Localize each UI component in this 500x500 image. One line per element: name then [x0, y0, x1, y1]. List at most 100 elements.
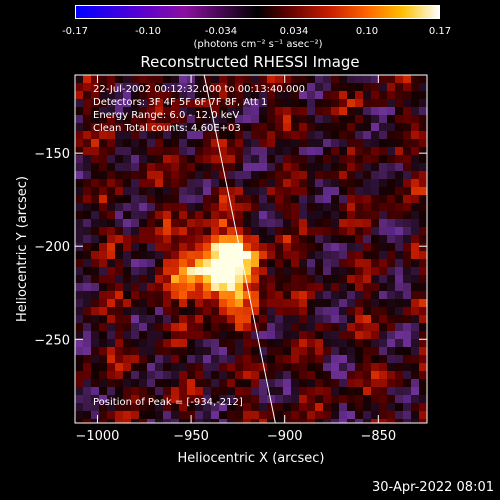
heatmap-cell: [411, 227, 420, 236]
heatmap-cell: [395, 403, 404, 412]
heatmap-cell: [331, 355, 340, 364]
heatmap-cell: [331, 211, 340, 220]
heatmap-cell: [267, 131, 276, 140]
heatmap-cell: [347, 179, 356, 188]
heatmap-cell: [419, 211, 428, 220]
heatmap-cell: [203, 347, 212, 356]
heatmap-cell: [363, 323, 372, 332]
heatmap-cell: [147, 123, 156, 132]
heatmap-cell: [235, 275, 244, 284]
heatmap-cell: [387, 83, 396, 92]
heatmap-cell: [211, 99, 220, 108]
heatmap-cell: [347, 91, 356, 100]
heatmap-cell: [179, 99, 188, 108]
heatmap-cell: [187, 267, 196, 276]
heatmap-cell: [139, 219, 148, 228]
heatmap-cell: [203, 75, 212, 84]
heatmap-cell: [347, 403, 356, 412]
heatmap-cell: [243, 211, 252, 220]
heatmap-cell: [315, 339, 324, 348]
heatmap-cell: [379, 195, 388, 204]
annotation-detectors: Detectors: 3F 4F 5F 6F 7F 8F, Att 1: [93, 97, 268, 108]
heatmap-cell: [163, 139, 172, 148]
heatmap-cell: [211, 227, 220, 236]
heatmap-cell: [291, 315, 300, 324]
heatmap-cell: [379, 163, 388, 172]
heatmap-cell: [275, 195, 284, 204]
heatmap-cell: [379, 299, 388, 308]
heatmap-cell: [299, 379, 308, 388]
heatmap-cell: [395, 267, 404, 276]
heatmap-cell: [91, 235, 100, 244]
heatmap-cell: [83, 275, 92, 284]
heatmap-cell: [115, 195, 124, 204]
heatmap-cell: [275, 267, 284, 276]
heatmap-cell: [275, 243, 284, 252]
heatmap-cell: [155, 291, 164, 300]
heatmap-cell: [395, 163, 404, 172]
heatmap-cell: [355, 291, 364, 300]
heatmap-cell: [219, 115, 228, 124]
heatmap-cell: [163, 83, 172, 92]
heatmap-cell: [75, 363, 84, 372]
heatmap-cell: [171, 147, 180, 156]
heatmap-cell: [195, 147, 204, 156]
heatmap-cell: [83, 387, 92, 396]
heatmap-cell: [251, 251, 260, 260]
heatmap-cell: [83, 347, 92, 356]
heatmap-cell: [147, 107, 156, 116]
heatmap-cell: [123, 379, 132, 388]
heatmap-cell: [123, 347, 132, 356]
heatmap-cell: [99, 259, 108, 268]
heatmap-cell: [315, 387, 324, 396]
heatmap-cell: [283, 107, 292, 116]
heatmap-cell: [123, 363, 132, 372]
heatmap-cell: [235, 283, 244, 292]
heatmap-cell: [227, 227, 236, 236]
heatmap-cell: [243, 371, 252, 380]
heatmap-cell: [211, 139, 220, 148]
heatmap-cell: [195, 283, 204, 292]
heatmap-cell: [251, 275, 260, 284]
heatmap-cell: [219, 235, 228, 244]
heatmap-cell: [251, 227, 260, 236]
heatmap-cell: [275, 99, 284, 108]
heatmap-cell: [155, 267, 164, 276]
heatmap-cell: [91, 131, 100, 140]
heatmap-cell: [395, 315, 404, 324]
heatmap-cell: [195, 139, 204, 148]
heatmap-cell: [411, 403, 420, 412]
heatmap-cell: [363, 251, 372, 260]
heatmap-cell: [163, 123, 172, 132]
heatmap-cell: [419, 331, 428, 340]
heatmap-cell: [379, 283, 388, 292]
heatmap-cell: [267, 155, 276, 164]
heatmap-cell: [267, 203, 276, 212]
heatmap-cell: [163, 315, 172, 324]
heatmap-cell: [107, 243, 116, 252]
heatmap-cell: [115, 115, 124, 124]
heatmap-cell: [299, 211, 308, 220]
heatmap-cell: [363, 411, 372, 420]
heatmap-cell: [131, 243, 140, 252]
heatmap-cell: [187, 139, 196, 148]
heatmap-cell: [331, 243, 340, 252]
heatmap-cell: [363, 179, 372, 188]
heatmap-cell: [371, 259, 380, 268]
heatmap-cell: [75, 339, 84, 348]
heatmap-cell: [99, 139, 108, 148]
heatmap-cell: [283, 211, 292, 220]
heatmap-cell: [99, 403, 108, 412]
heatmap-cell: [259, 347, 268, 356]
heatmap-cell: [363, 155, 372, 164]
heatmap-cell: [147, 291, 156, 300]
heatmap-cell: [243, 139, 252, 148]
heatmap-cell: [283, 283, 292, 292]
heatmap-cell: [251, 243, 260, 252]
heatmap-cell: [395, 179, 404, 188]
heatmap-cell: [91, 283, 100, 292]
heatmap-cell: [403, 307, 412, 316]
heatmap-cell: [323, 171, 332, 180]
heatmap-cell: [387, 147, 396, 156]
heatmap-cell: [107, 355, 116, 364]
